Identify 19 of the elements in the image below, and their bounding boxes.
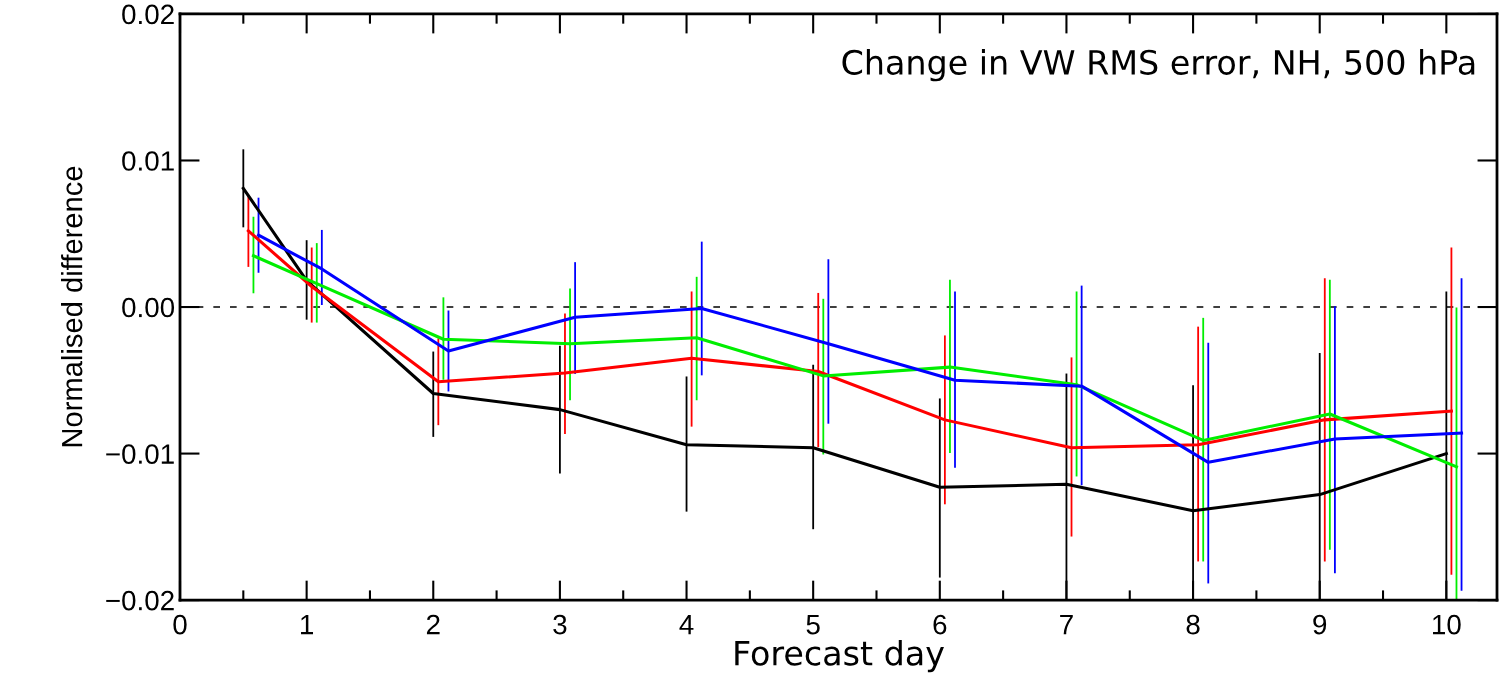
y-tick-label: 0.02 xyxy=(122,4,174,25)
y-tick-label: 0.00 xyxy=(122,297,175,318)
x-tick-label: 4 xyxy=(679,615,694,635)
x-tick-label: 7 xyxy=(1060,615,1073,635)
x-tick-label: 9 xyxy=(1313,614,1327,635)
x-tick-label: 6 xyxy=(933,614,947,635)
x-tick-label: 0 xyxy=(173,614,187,635)
x-tick-label: 8 xyxy=(1186,614,1200,635)
y-tick-label: 0.01 xyxy=(122,151,174,171)
x-tick-label: 10 xyxy=(1433,614,1461,635)
y-tick-label: −0.02 xyxy=(106,590,174,611)
x-tick-label: 5 xyxy=(806,615,820,635)
y-tick-label: −0.01 xyxy=(106,444,174,464)
x-tick-label: 1 xyxy=(301,615,313,635)
y-axis-title: Normalised difference xyxy=(61,166,83,447)
x-axis-title: Forecast day xyxy=(735,639,944,673)
x-tick-label: 3 xyxy=(553,614,567,635)
x-tick-label: 2 xyxy=(426,614,440,635)
text: Change in VW RMS error, NH, 500 hPa xyxy=(842,49,1475,82)
